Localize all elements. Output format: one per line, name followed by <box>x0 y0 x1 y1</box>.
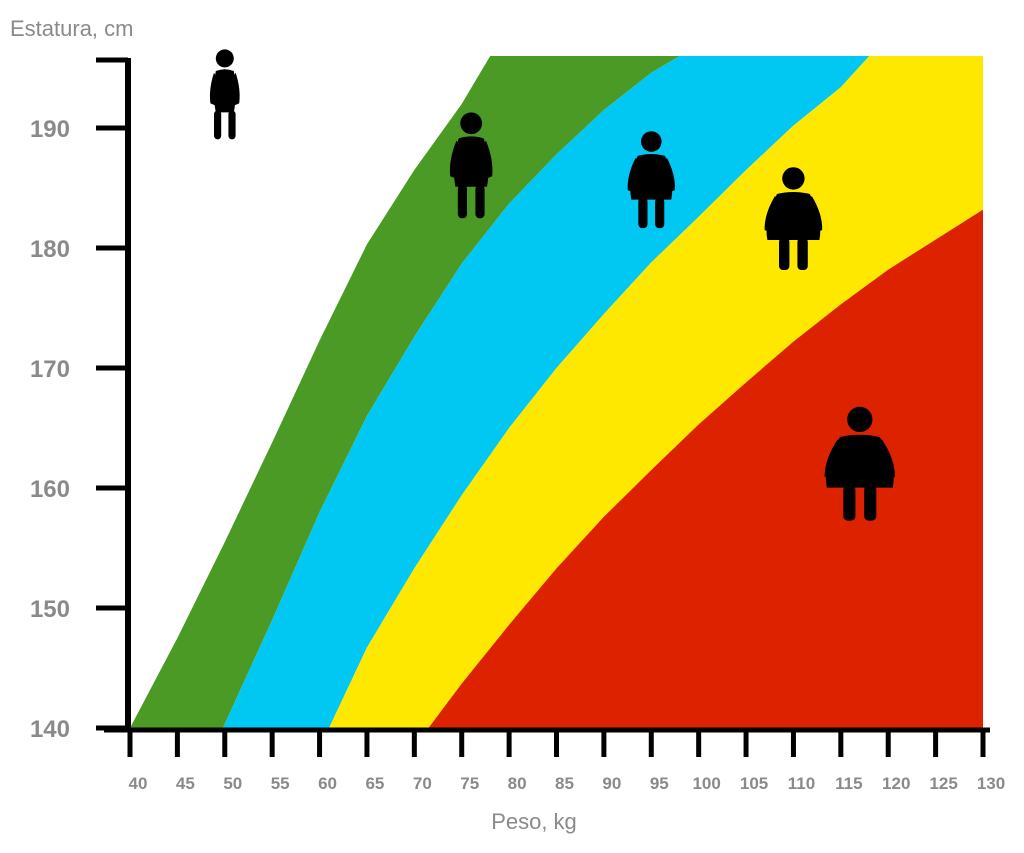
x-tick-label-60: 60 <box>318 774 337 793</box>
y-tick-label-190: 190 <box>30 116 70 143</box>
x-tick-label-70: 70 <box>413 774 432 793</box>
x-tick-label-75: 75 <box>460 774 479 793</box>
zones-layer <box>130 56 983 729</box>
x-tick-label-100: 100 <box>692 774 720 793</box>
x-tick-label-80: 80 <box>508 774 527 793</box>
figure-obese-icon <box>764 167 823 270</box>
y-tick-label-150: 150 <box>30 596 70 623</box>
x-tick-label-130: 130 <box>977 774 1005 793</box>
y-tick-label-170: 170 <box>30 356 70 383</box>
axes-layer: 140 150 160 170 180 190 40 45 50 55 60 65 70 75 80 85 90… <box>30 57 1005 793</box>
x-tick-label-45: 45 <box>176 774 195 793</box>
figure-underweight-icon <box>209 49 240 140</box>
figures-layer <box>209 49 895 521</box>
x-tick-label-115: 115 <box>835 774 862 793</box>
zone-band-2 <box>222 56 870 728</box>
x-tick-label-50: 50 <box>223 774 242 793</box>
y-tick-label-180: 180 <box>30 236 70 263</box>
y-tick-label-140: 140 <box>30 716 70 743</box>
y-axis-title: Estatura, cm <box>10 16 133 41</box>
zone-band-4 <box>428 209 983 729</box>
x-axis-title: Peso, kg <box>491 809 577 834</box>
zone-band-1 <box>130 56 680 728</box>
x-tick-label-90: 90 <box>602 774 621 793</box>
x-tick-label-40: 40 <box>129 774 148 793</box>
x-tick-label-85: 85 <box>555 774 574 793</box>
x-tick-label-55: 55 <box>271 774 290 793</box>
x-tick-label-95: 95 <box>650 774 669 793</box>
figure-morbidly-obese-icon <box>824 406 895 521</box>
figure-normal-icon <box>449 112 493 219</box>
x-tick-label-125: 125 <box>929 774 957 793</box>
x-tick-label-105: 105 <box>740 774 768 793</box>
y-tick-label-160: 160 <box>30 476 70 503</box>
x-tick-label-120: 120 <box>882 774 910 793</box>
x-tick-label-110: 110 <box>788 774 815 793</box>
figure-overweight-icon <box>627 131 675 229</box>
x-tick-label-65: 65 <box>365 774 384 793</box>
